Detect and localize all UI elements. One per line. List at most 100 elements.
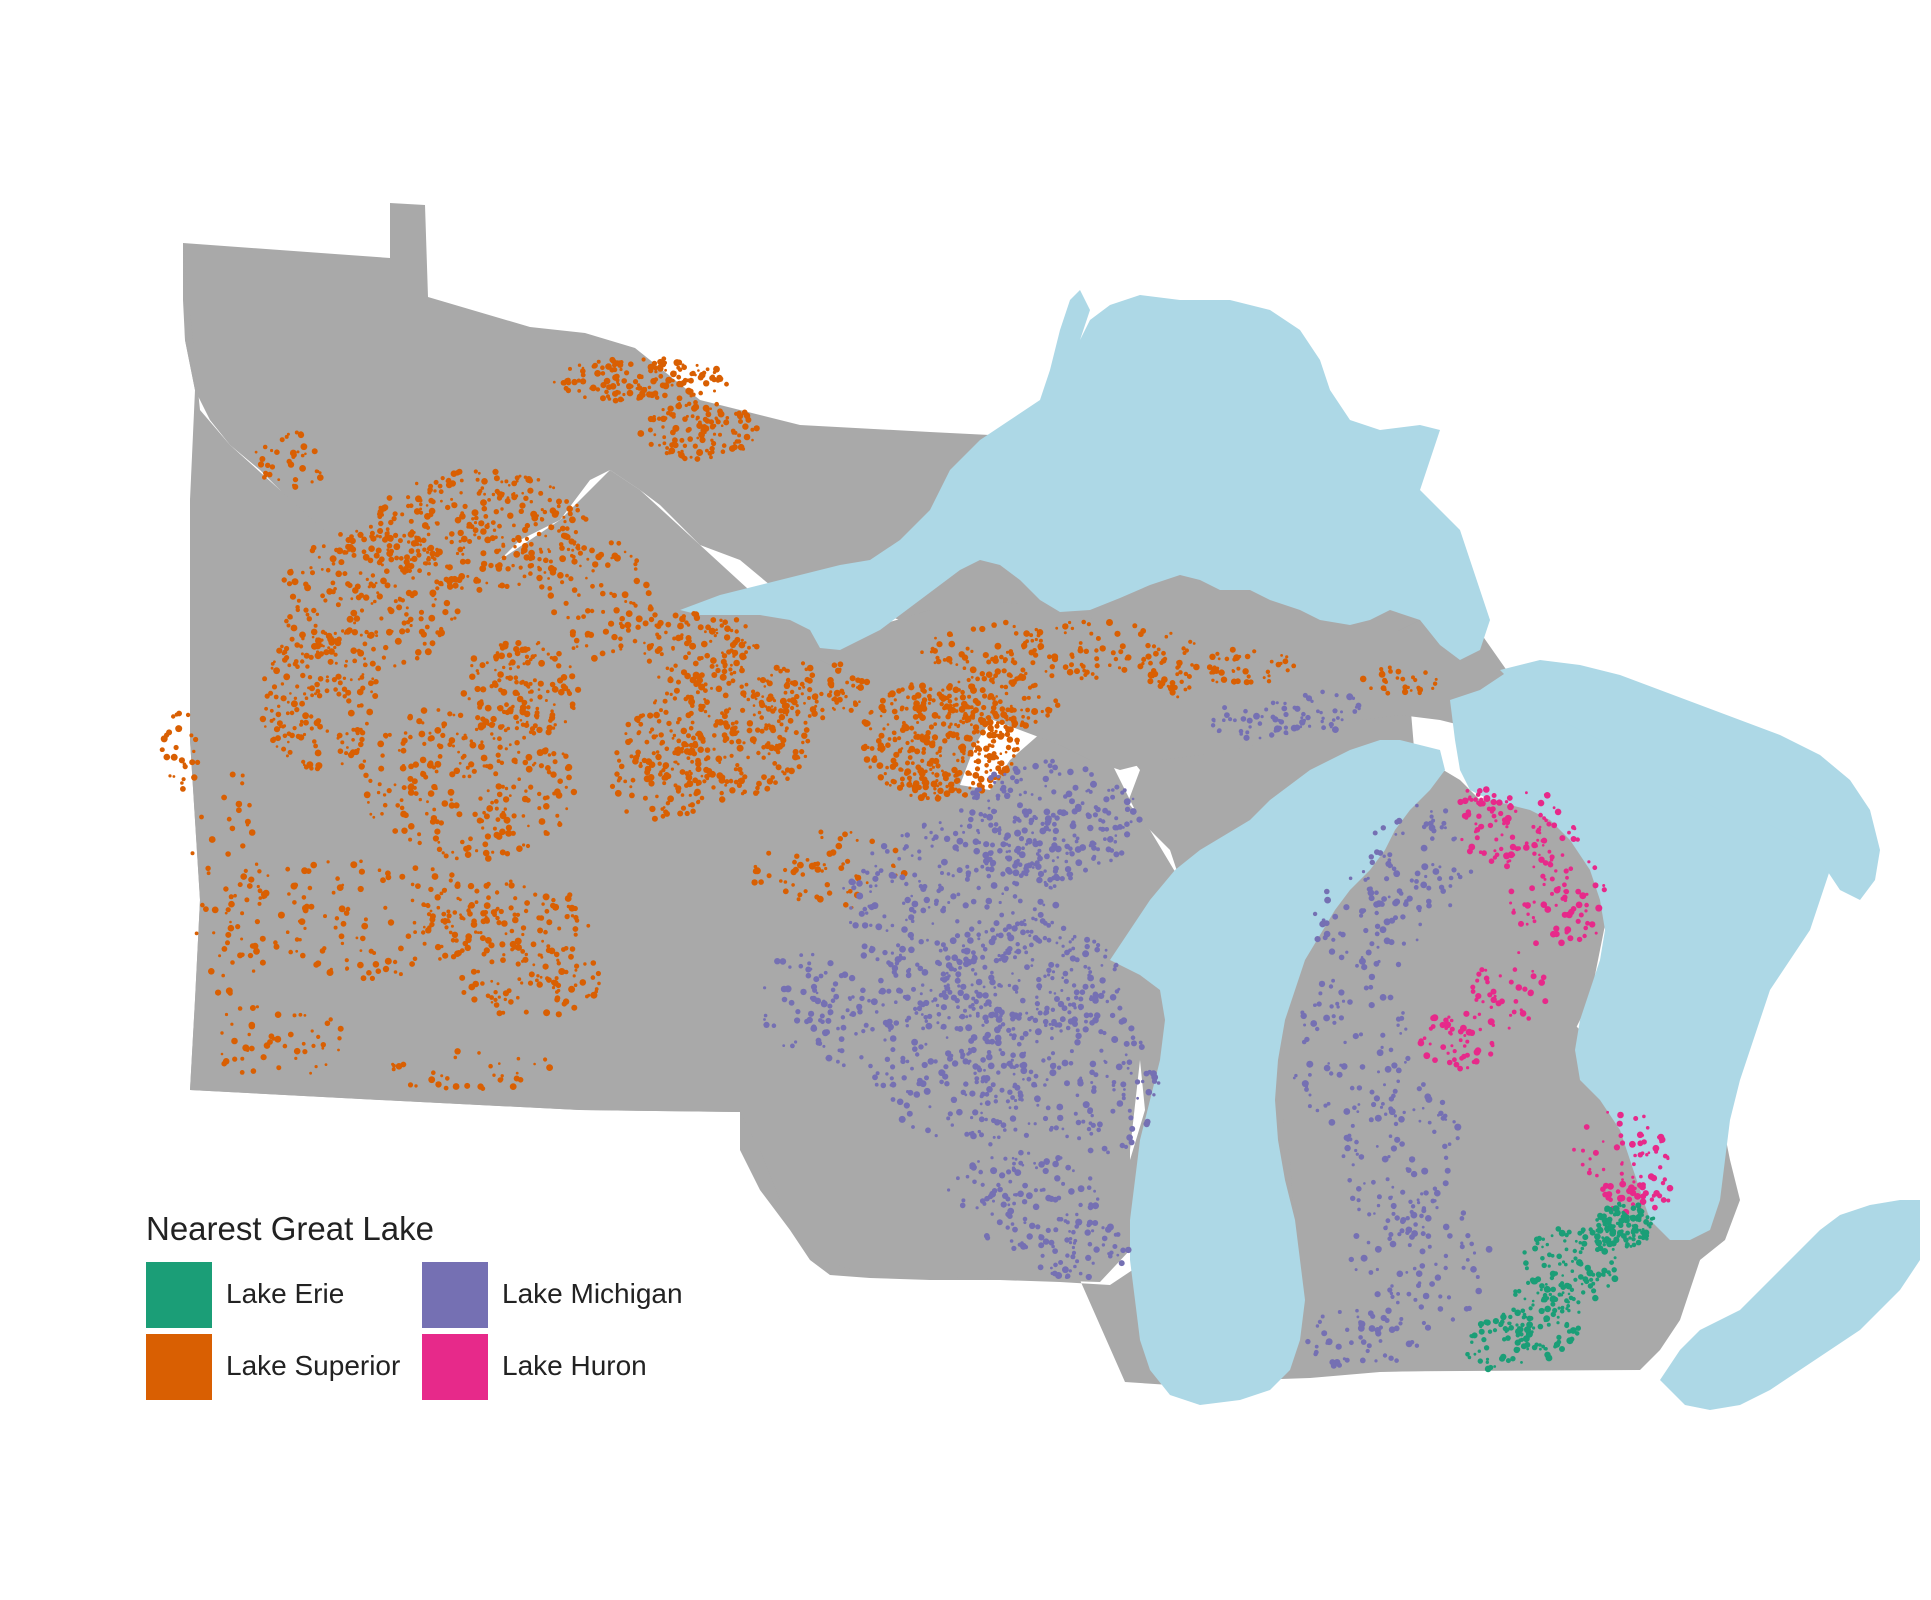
- lake-superior-lake-point: [295, 684, 300, 689]
- lake-superior-lake-point: [679, 437, 685, 443]
- lake-michigan-lake-point: [1037, 987, 1042, 991]
- lake-michigan-lake-point: [1387, 858, 1392, 862]
- lake-michigan-lake-point: [1383, 937, 1391, 945]
- lake-michigan-lake-point: [946, 872, 951, 876]
- lake-superior-lake-point: [532, 678, 537, 683]
- lake-michigan-lake-point: [1031, 831, 1034, 835]
- lake-superior-lake-point: [654, 699, 658, 703]
- lake-superior-lake-point: [700, 738, 705, 742]
- lake-superior-lake-point: [826, 692, 832, 698]
- lake-michigan-lake-point: [970, 898, 977, 905]
- lake-michigan-lake-point: [1323, 920, 1330, 927]
- lake-superior-lake-point: [350, 647, 358, 654]
- lake-superior-lake-point: [380, 753, 385, 758]
- lake-michigan-lake-point: [901, 1075, 907, 1081]
- lake-michigan-lake-point: [858, 910, 865, 917]
- lake-superior-lake-point: [263, 470, 269, 476]
- lake-superior-lake-point: [410, 882, 415, 887]
- lake-michigan-lake-point: [1104, 827, 1110, 832]
- lake-superior-lake-point: [777, 734, 783, 740]
- lake-superior-lake-point: [335, 570, 343, 578]
- lake-superior-lake-point: [657, 761, 662, 766]
- lake-michigan-lake-point: [1138, 1044, 1145, 1050]
- lake-superior-lake-point: [709, 639, 713, 643]
- lake-superior-lake-point: [460, 511, 465, 515]
- lake-superior-lake-point: [751, 689, 756, 694]
- lake-superior-lake-point: [654, 395, 660, 400]
- lake-superior-lake-point: [961, 720, 966, 725]
- lake-michigan-lake-point: [993, 809, 998, 814]
- lake-michigan-lake-point: [1431, 863, 1435, 867]
- lake-michigan-lake-point: [1451, 836, 1456, 842]
- lake-superior-lake-point: [719, 618, 723, 622]
- lake-superior-lake-point: [734, 636, 741, 643]
- lake-superior-lake-point: [393, 970, 398, 974]
- lake-superior-lake-point: [1175, 665, 1180, 670]
- lake-michigan-lake-point: [874, 864, 878, 868]
- lake-superior-lake-point: [524, 536, 530, 542]
- lake-michigan-lake-point: [1019, 1062, 1025, 1069]
- lake-michigan-lake-point: [1074, 995, 1079, 1000]
- lake-superior-lake-point: [971, 781, 976, 786]
- lake-michigan-lake-point: [1380, 825, 1387, 831]
- lake-michigan-lake-point: [1011, 911, 1015, 915]
- lake-michigan-lake-point: [941, 858, 948, 866]
- lake-superior-lake-point: [710, 617, 717, 623]
- lake-michigan-lake-point: [879, 987, 886, 995]
- lake-superior-lake-point: [521, 491, 524, 495]
- lake-superior-lake-point: [456, 811, 463, 818]
- lake-michigan-lake-point: [967, 937, 974, 944]
- lake-michigan-lake-point: [1109, 994, 1117, 1001]
- lake-michigan-lake-point: [1015, 845, 1022, 852]
- lake-michigan-lake-point: [1073, 1238, 1078, 1243]
- lake-superior-lake-point: [513, 675, 519, 680]
- lake-superior-lake-point: [1413, 677, 1418, 683]
- lake-superior-lake-point: [1022, 722, 1029, 729]
- lake-superior-lake-point: [724, 625, 731, 632]
- lake-superior-lake-point: [677, 810, 684, 817]
- lake-michigan-lake-point: [1011, 1166, 1016, 1170]
- lake-superior-lake-point: [550, 709, 554, 713]
- lake-superior-lake-point: [1232, 657, 1237, 662]
- lake-superior-lake-point: [711, 785, 716, 790]
- lake-michigan-lake-point: [1030, 793, 1034, 796]
- lake-michigan-lake-point: [1084, 1229, 1091, 1236]
- lake-superior-lake-point: [462, 753, 467, 759]
- lake-michigan-lake-point: [919, 992, 923, 996]
- lake-superior-lake-point: [551, 979, 557, 986]
- lake-michigan-lake-point: [912, 872, 918, 878]
- lake-superior-lake-point: [546, 652, 550, 656]
- lake-superior-lake-point: [545, 765, 551, 771]
- lake-superior-lake-point: [455, 881, 461, 887]
- lake-michigan-lake-point: [1102, 990, 1106, 994]
- lake-superior-lake-point: [446, 913, 452, 919]
- lake-superior-lake-point: [987, 743, 992, 748]
- lake-superior-lake-point: [721, 443, 727, 448]
- lake-michigan-lake-point: [917, 965, 924, 972]
- lake-superior-lake-point: [976, 740, 980, 744]
- lake-superior-lake-point: [721, 653, 728, 659]
- lake-superior-lake-point: [428, 512, 434, 518]
- lake-superior-lake-point: [562, 515, 566, 519]
- lake-michigan-lake-point: [984, 1100, 991, 1106]
- lake-superior-lake-point: [461, 552, 465, 556]
- lake-superior-lake-point: [785, 726, 789, 731]
- lake-michigan-lake-point: [927, 1058, 935, 1065]
- lake-superior-lake-point: [1119, 643, 1126, 650]
- lake-superior-lake-point: [525, 753, 533, 761]
- lake-michigan-lake-point: [1084, 936, 1091, 943]
- lake-michigan-lake-point: [1338, 931, 1343, 936]
- lake-superior-lake-point: [624, 370, 630, 376]
- lake-superior-lake-point: [451, 850, 455, 854]
- lake-michigan-lake-point: [969, 926, 975, 932]
- lake-superior-lake-point: [369, 530, 375, 536]
- lake-michigan-lake-point: [1043, 808, 1051, 816]
- lake-superior-lake-point: [736, 744, 744, 752]
- lake-superior-lake-point: [437, 743, 444, 750]
- lake-michigan-lake-point: [910, 854, 914, 857]
- lake-michigan-lake-point: [1322, 935, 1328, 941]
- lake-superior-lake-point: [528, 541, 534, 547]
- lake-superior-lake-point: [377, 514, 383, 520]
- lake-michigan-lake-point: [1087, 1219, 1094, 1226]
- lake-michigan-lake-point: [916, 1005, 923, 1012]
